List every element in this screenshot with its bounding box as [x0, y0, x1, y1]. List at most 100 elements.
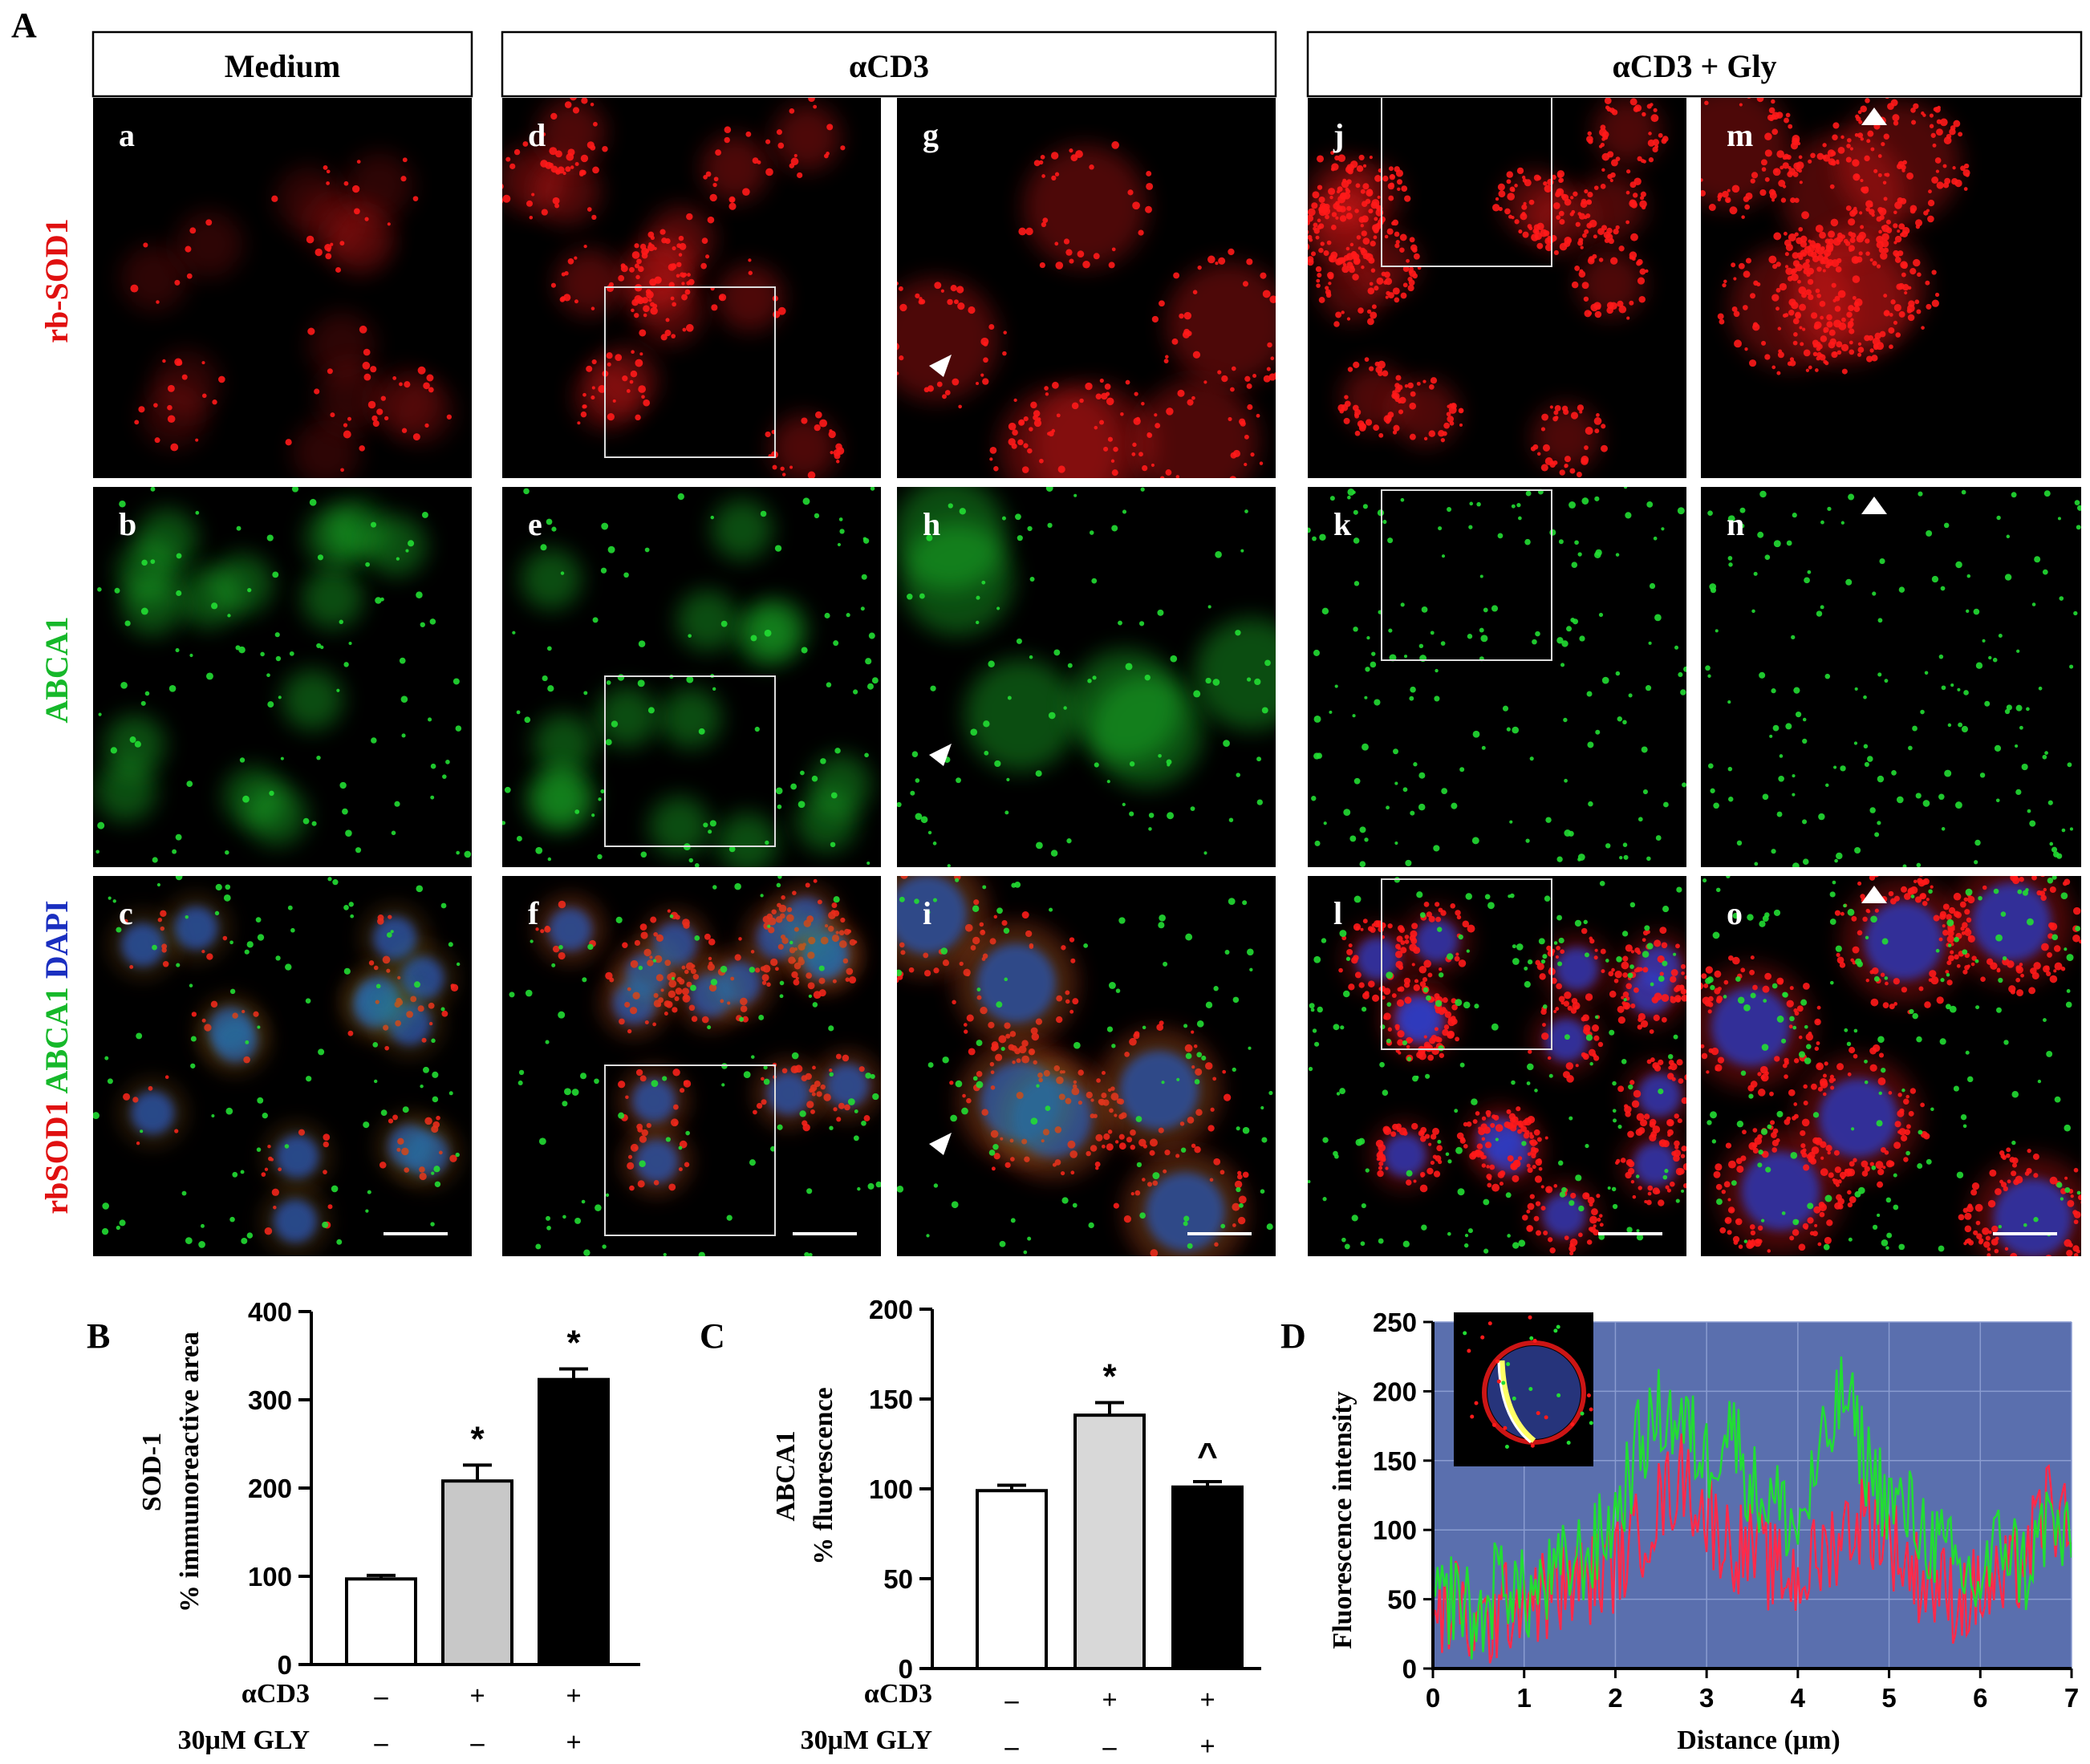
panel-b-ylabel-2: % immunoreactive area	[175, 1332, 205, 1612]
micrograph-m: m	[1701, 98, 2081, 478]
micrograph-label-e: e	[528, 506, 542, 542]
panel-b-treat-0-1: +	[469, 1681, 485, 1711]
micrograph-label-m: m	[1727, 117, 1753, 153]
panel-b-bar-2	[538, 1377, 610, 1666]
panel-b-ytick-label-3: 300	[248, 1385, 292, 1415]
panel-b-letter: B	[87, 1316, 110, 1356]
panel-b-bar-0	[345, 1577, 417, 1667]
panel-b-ylabel-1: SOD-1	[137, 1433, 167, 1511]
column-headers: Medium αCD3 αCD3 + Gly	[91, 30, 2083, 98]
panel-b-sig-1: *	[470, 1419, 485, 1458]
panel-d-xtick-label-4: 4	[1791, 1683, 1806, 1713]
panel-d-series-green	[1433, 1356, 2072, 1660]
panel-c-treat-label-2: 30μM GLY	[801, 1725, 932, 1755]
micrograph-g: g	[897, 98, 1276, 478]
panel-d-letter: D	[1280, 1316, 1306, 1356]
row-labels: rb-SOD1 ABCA1 rbSOD1 ABCA1 DAPI	[39, 218, 75, 1214]
panel-b-treat-label-1: αCD3	[241, 1679, 310, 1709]
panel-b-treat-0-0: –	[374, 1681, 389, 1711]
micrograph-o: o	[1701, 876, 2081, 1256]
micrograph-label-n: n	[1727, 506, 1744, 542]
panel-d-xtick-label-6: 6	[1973, 1683, 1987, 1713]
micrograph-label-o: o	[1727, 895, 1743, 931]
panel-d-ytick-label-0: 0	[1402, 1654, 1417, 1684]
micrograph-l: l	[1308, 876, 1686, 1256]
panel-d-ylabel: Fluorescence intensity	[1328, 1391, 1357, 1648]
panel-d-axes	[1431, 1322, 2072, 1670]
micrograph-label-d: d	[528, 117, 546, 153]
panel-b-treat-1-1: –	[470, 1728, 485, 1758]
micrograph-e: e	[502, 487, 881, 867]
panel-d-ytick-label-2: 100	[1373, 1515, 1417, 1545]
micrograph-grid: a b c d e f g h i j k l m n o	[93, 98, 2081, 1256]
panel-c-treat-1-2: +	[1199, 1732, 1215, 1762]
row-label-merge-red: rbSOD1	[39, 1100, 75, 1214]
column-header-acd3-gly: αCD3 + Gly	[1612, 48, 1776, 84]
micrograph-d: d	[502, 98, 881, 478]
panel-b-treat-label-2: 30μM GLY	[178, 1725, 310, 1755]
panel-c-letter: C	[700, 1316, 725, 1356]
panel-c-bar-2	[1171, 1485, 1244, 1671]
micrograph-b: b	[93, 487, 472, 867]
panel-c-treat-1-0: –	[1004, 1732, 1020, 1762]
panel-c-ytick-label-2: 100	[869, 1474, 913, 1504]
micrograph-label-j: j	[1333, 117, 1344, 153]
micrograph-c: c	[93, 876, 472, 1256]
panel-d-chart: D Fluorescence intensity Distance (μm) 0…	[1280, 1308, 2079, 1755]
panel-d-xtick-label-1: 1	[1517, 1683, 1532, 1713]
panel-d-ytick-label-5: 250	[1373, 1308, 1417, 1337]
micrograph-label-c: c	[119, 895, 133, 931]
column-header-medium: Medium	[225, 48, 340, 84]
micrograph-a: a	[93, 98, 472, 478]
panel-c-ylabel-1: ABCA1	[771, 1430, 801, 1521]
panel-b-treat-0-2: +	[566, 1681, 581, 1711]
panel-b-errorbar-0	[367, 1573, 396, 1579]
panel-c-errorbar-1	[1095, 1401, 1124, 1416]
panel-b-treat-1-0: –	[374, 1728, 389, 1758]
panel-c-ytick-label-1: 50	[883, 1564, 913, 1594]
panel-b-ytick-label-4: 400	[248, 1297, 292, 1327]
micrograph-label-b: b	[119, 506, 136, 542]
micrograph-h: h	[897, 487, 1276, 867]
panel-c-sig-2: ^	[1197, 1436, 1218, 1475]
panel-a-letter: A	[11, 6, 37, 45]
micrograph-label-g: g	[923, 117, 939, 153]
panel-d-ytick-label-4: 200	[1373, 1377, 1417, 1406]
panel-d-xtick-label-2: 2	[1608, 1683, 1622, 1713]
micrograph-f: f	[502, 876, 881, 1256]
row-label-merge-green: ABCA1	[39, 987, 75, 1093]
panel-c-sig-1: *	[1102, 1356, 1117, 1396]
panel-c-treat-0-1: +	[1102, 1685, 1117, 1715]
micrograph-i: i	[897, 876, 1276, 1256]
panel-c-errorbar-0	[997, 1483, 1026, 1491]
panel-c-ytick-label-3: 150	[869, 1385, 913, 1414]
panel-c-bar-1	[1073, 1413, 1146, 1671]
micrograph-label-i: i	[923, 895, 931, 931]
row-label-merge-blue: DAPI	[39, 900, 75, 979]
panel-d-xtick-label-3: 3	[1699, 1683, 1714, 1713]
panel-d-xtick-label-7: 7	[2064, 1683, 2079, 1713]
micrograph-n: n	[1701, 487, 2081, 867]
row-label-abca1: ABCA1	[39, 616, 75, 723]
micrograph-label-l: l	[1333, 895, 1342, 931]
row-label-rb-sod1: rb-SOD1	[39, 218, 75, 343]
panel-d-xtick-label-0: 0	[1426, 1683, 1440, 1713]
row-label-merge: rbSOD1 ABCA1 DAPI	[39, 900, 75, 1214]
panel-b-treat-1-2: +	[566, 1728, 581, 1758]
micrograph-label-f: f	[528, 895, 539, 931]
panel-c-treat-label-1: αCD3	[864, 1679, 932, 1709]
panel-d-xlabel: Distance (μm)	[1677, 1725, 1840, 1755]
panel-b-errorbar-1	[463, 1463, 492, 1482]
panel-b-sig-2: *	[566, 1324, 581, 1363]
micrograph-k: k	[1308, 487, 1686, 867]
panel-d-inset-image	[1454, 1312, 1593, 1466]
panel-d-ytick-label-3: 150	[1373, 1446, 1417, 1476]
panel-c-ylabel-2: % fluorescence	[809, 1387, 838, 1564]
panel-c-chart: C ABCA1 % fluorescence αCD3 30μM GLY 0 50…	[700, 1295, 1261, 1762]
panel-d-xtick-label-5: 5	[1881, 1683, 1896, 1713]
micrograph-label-k: k	[1333, 506, 1352, 542]
panel-c-bar-0	[976, 1489, 1048, 1670]
panel-c-treat-0-2: +	[1199, 1685, 1215, 1715]
panel-c-treat-1-1: –	[1102, 1732, 1118, 1762]
